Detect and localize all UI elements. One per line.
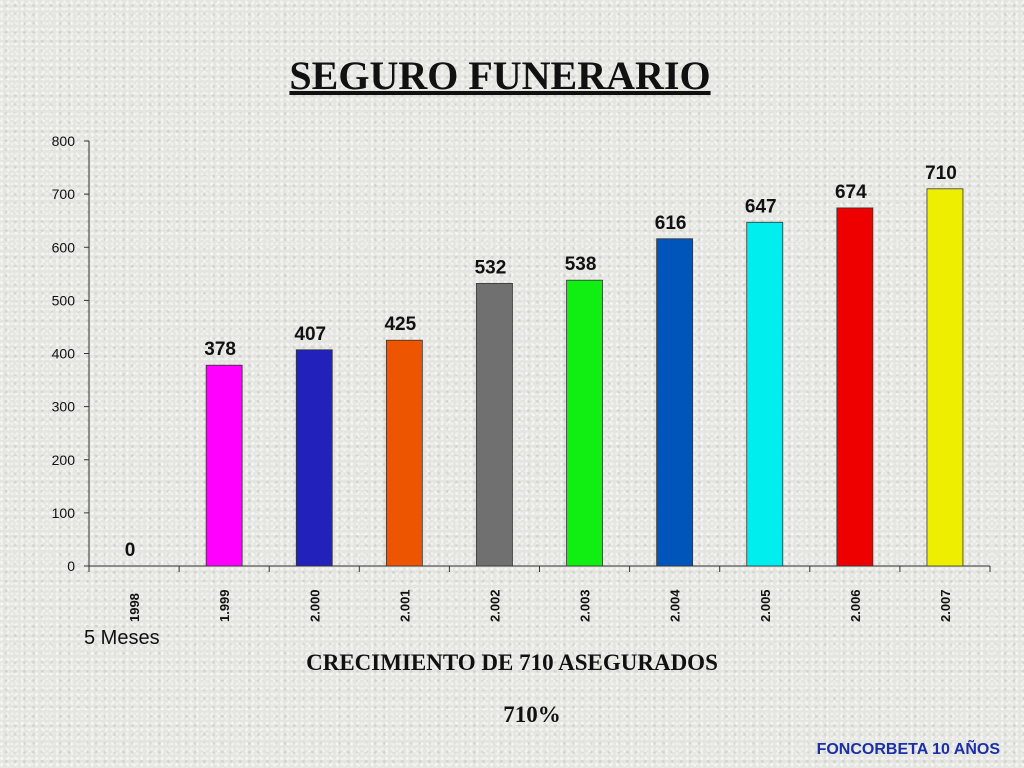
data-label-2.006: 674 (835, 182, 867, 203)
category-label-2.003: 2.003 (578, 589, 593, 622)
slide-title: SEGURO FUNERARIO (289, 53, 711, 98)
bar-2.007 (926, 188, 964, 567)
category-label-2.005: 2.005 (758, 589, 773, 622)
category-label-2.004: 2.004 (668, 589, 683, 622)
y-tick-label: 300 (52, 399, 76, 415)
category-label-2.000: 2.000 (307, 589, 322, 622)
data-label-2.002: 532 (475, 257, 507, 278)
bar-chart: 0 100 200 300 400 500 600 700 800 0 1998 378 1.999 4… (52, 133, 991, 622)
y-tick-label: 700 (52, 186, 76, 202)
data-label-2.000: 407 (294, 324, 326, 345)
bar-2.002 (476, 282, 513, 567)
chart-axes: 0 100 200 300 400 500 600 700 800 (52, 133, 991, 574)
y-tick-label: 0 (67, 558, 75, 574)
note-5-meses: 5 Meses (84, 627, 160, 649)
footer-brand: FONCORBETA 10 AÑOS (816, 741, 1000, 758)
bar-2.000 (295, 349, 333, 567)
bar-2.006 (836, 207, 874, 567)
category-label-2.007: 2.007 (938, 589, 953, 622)
growth-percent: 710% (503, 702, 561, 727)
y-tick-label: 200 (52, 452, 76, 468)
category-label-1998: 1998 (127, 593, 142, 622)
growth-subtitle: CRECIMIENTO DE 710 ASEGURADOS (306, 650, 718, 675)
data-label-1998: 0 (125, 540, 136, 561)
bar-2.003 (566, 279, 603, 567)
data-label-2.003: 538 (565, 254, 597, 275)
bar-1.999 (205, 364, 243, 567)
data-label-1.999: 378 (204, 339, 236, 360)
category-label-2.001: 2.001 (397, 589, 412, 622)
data-label-2.007: 710 (925, 163, 957, 184)
bar-2.004 (656, 238, 694, 567)
y-tick-label: 400 (52, 346, 76, 362)
category-label-2.006: 2.006 (848, 589, 863, 622)
y-tick-label: 500 (52, 292, 76, 308)
bar-2.001 (385, 339, 423, 567)
chart-bars (205, 188, 964, 567)
category-label-2.002: 2.002 (487, 589, 502, 622)
data-label-2.005: 647 (745, 196, 777, 217)
y-tick-label: 100 (52, 505, 76, 521)
data-label-2.001: 425 (384, 314, 416, 335)
y-tick-label: 600 (52, 239, 76, 255)
category-label-1.999: 1.999 (217, 589, 232, 622)
chart-labels: 0 1998 378 1.999 407 2.000 425 2.001 532 2.002 538… (125, 163, 957, 622)
y-tick-label: 800 (52, 133, 76, 149)
data-label-2.004: 616 (655, 213, 687, 234)
bar-2.005 (746, 221, 784, 567)
